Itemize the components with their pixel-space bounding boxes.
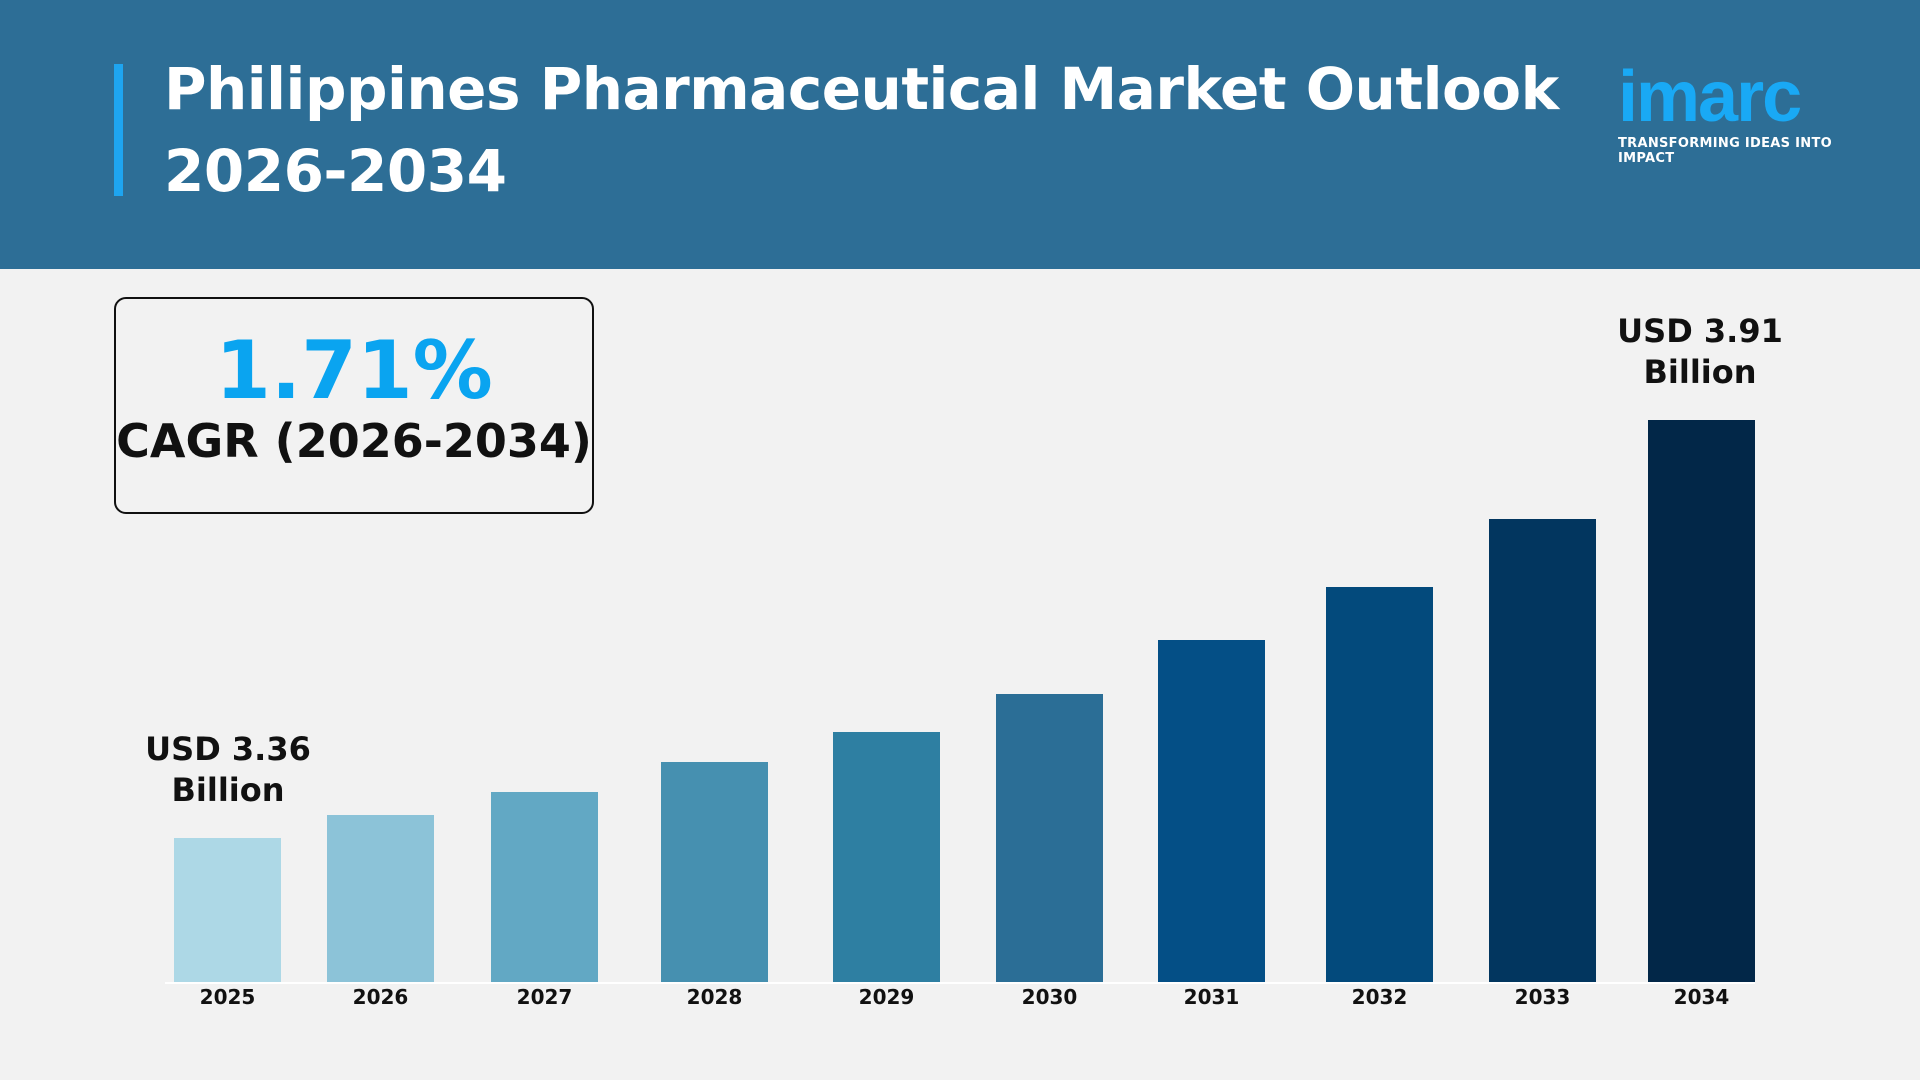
bar-2032 — [1326, 587, 1433, 982]
cagr-label: CAGR (2026-2034) — [116, 414, 592, 468]
x-tick-label: 2026 — [352, 985, 409, 1009]
start-value-line2: Billion — [171, 771, 285, 809]
title-line-1: Philippines Pharmaceutical Market Outloo… — [164, 55, 1559, 123]
x-tick-label: 2025 — [199, 985, 256, 1009]
x-tick-label: 2029 — [858, 985, 915, 1009]
x-tick-label: 2033 — [1514, 985, 1571, 1009]
imarc-logo: imarc TRANSFORMING IDEAS INTO IMPACT — [1618, 57, 1858, 166]
title-line-2: 2026-2034 — [164, 137, 507, 205]
logo-wordmark: imarc — [1618, 57, 1802, 137]
cagr-box: 1.71% CAGR (2026-2034) — [114, 297, 594, 514]
x-axis-baseline — [165, 982, 1755, 984]
header-banner: Philippines Pharmaceutical Market Outloo… — [0, 0, 1920, 269]
end-value-line2: Billion — [1643, 353, 1757, 391]
bar-2028 — [661, 761, 768, 982]
bar-2026 — [327, 815, 434, 982]
start-value-label: USD 3.36 Billion — [118, 729, 338, 811]
bar-2034 — [1648, 420, 1755, 982]
logo-tagline: TRANSFORMING IDEAS INTO IMPACT — [1618, 136, 1832, 166]
end-value-line1: USD 3.91 — [1617, 312, 1783, 350]
page-title: Philippines Pharmaceutical Market Outloo… — [164, 48, 1559, 212]
bar-2029 — [833, 731, 940, 982]
x-tick-label: 2032 — [1351, 985, 1408, 1009]
bar-2030 — [996, 693, 1103, 982]
x-tick-label: 2031 — [1183, 985, 1240, 1009]
cagr-value: 1.71% — [215, 324, 493, 417]
x-tick-label: 2030 — [1021, 985, 1078, 1009]
bar-2025 — [174, 837, 281, 982]
x-tick-label: 2034 — [1673, 985, 1730, 1009]
title-accent-bar — [114, 64, 123, 196]
x-tick-label: 2027 — [516, 985, 573, 1009]
bar-2033 — [1489, 519, 1596, 982]
bar-2031 — [1158, 640, 1265, 982]
end-value-label: USD 3.91 Billion — [1590, 311, 1810, 393]
start-value-line1: USD 3.36 — [145, 730, 311, 768]
bar-2027 — [491, 792, 598, 982]
x-tick-label: 2028 — [686, 985, 743, 1009]
